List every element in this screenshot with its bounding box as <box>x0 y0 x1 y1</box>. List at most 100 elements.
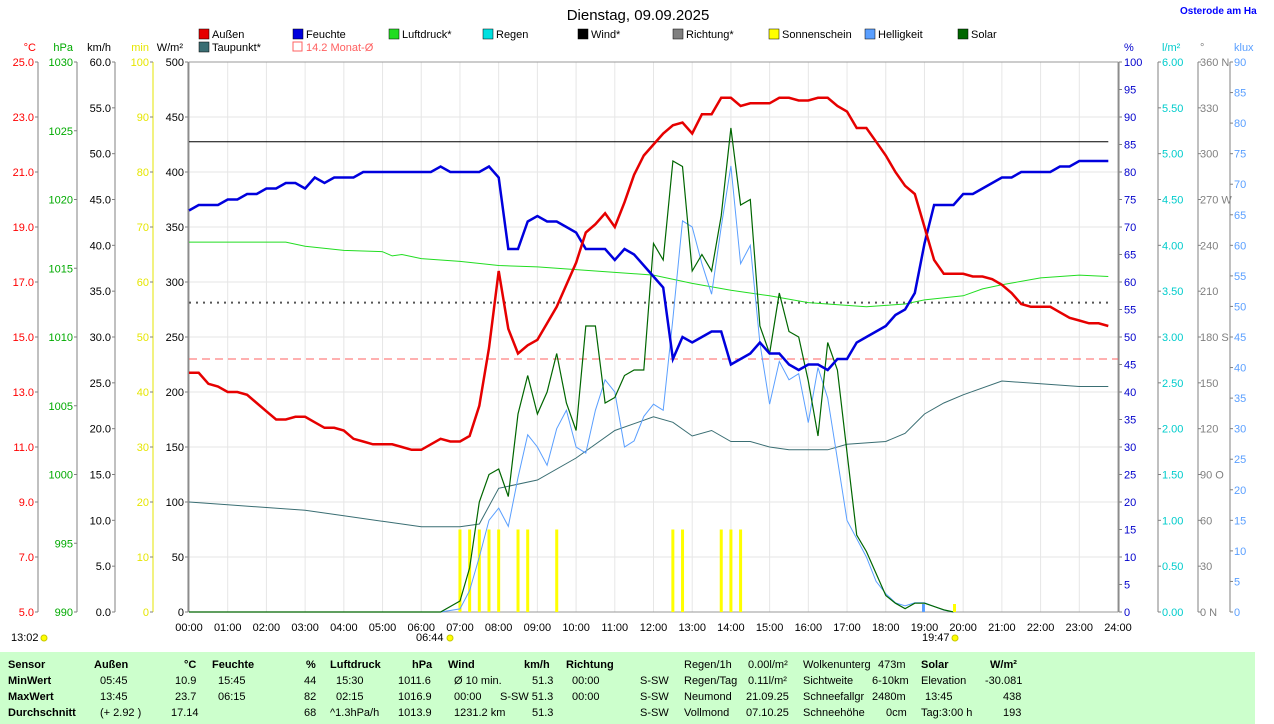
press-tick-label: 1010 <box>49 332 73 344</box>
sun-tick-label: 10 <box>137 552 149 564</box>
lux-tick-label: 80 <box>1234 118 1246 130</box>
legend-swatch <box>292 28 304 40</box>
legend-label: Richtung* <box>686 29 734 41</box>
grid <box>188 61 1119 613</box>
press-tick-label: 995 <box>55 538 73 550</box>
x-tick-label: 07:00 <box>446 622 474 634</box>
wind-axis-unit: km/h <box>87 42 111 54</box>
hum-tick-label: 15 <box>1124 525 1136 537</box>
hum-tick-label: 45 <box>1124 360 1136 372</box>
cell: 473m <box>878 659 906 671</box>
dir-tick-label: 360 N <box>1200 57 1229 69</box>
hum-tick-label: 35 <box>1124 415 1136 427</box>
cell: S-SW <box>640 675 669 687</box>
wind-tick-label: 50.0 <box>90 149 111 161</box>
legend-label: Außen <box>212 29 244 41</box>
cell: 438 <box>1003 691 1022 703</box>
col-feuchte-unit: % <box>306 659 316 671</box>
solar-axis-unit: W/m² <box>157 42 184 54</box>
legend-swatch <box>482 28 494 40</box>
lux-tick-label: 60 <box>1234 240 1246 252</box>
legend-swatch <box>388 28 400 40</box>
row-label-min: MinWert <box>8 675 52 687</box>
lux-tick-label: 10 <box>1234 546 1246 558</box>
legend-label: Feuchte <box>306 29 346 41</box>
x-tick-label: 08:00 <box>485 622 513 634</box>
sun-tick-label: 20 <box>137 497 149 509</box>
solar-tick-label: 350 <box>166 222 184 234</box>
x-tick-label: 22:00 <box>1027 622 1055 634</box>
cell: 1016.9 <box>398 691 432 703</box>
hum-tick-label: 10 <box>1124 552 1136 564</box>
x-tick-label: 04:00 <box>330 622 358 634</box>
cell: 00:00 <box>572 675 600 687</box>
sunshine-bar <box>497 529 501 612</box>
cell: Vollmond <box>684 707 730 719</box>
solar-tick-label: 200 <box>166 387 184 399</box>
temp-tick-label: 21.0 <box>13 167 34 179</box>
cell: Regen/1h <box>684 659 732 671</box>
sun-icon <box>40 634 48 642</box>
cell: 1011.6 <box>398 675 431 687</box>
col-feuchte-header: Feuchte <box>212 659 255 671</box>
dir-tick-label: 180 S <box>1200 332 1229 344</box>
dir-tick-label: 30 <box>1200 561 1212 573</box>
x-tick-label: 02:00 <box>253 622 281 634</box>
chart-title: Dienstag, 09.09.2025 <box>567 7 710 24</box>
sunshine-bar <box>729 529 733 612</box>
location-label: Osterode am Ha <box>1180 6 1257 17</box>
temp-tick-label: 7.0 <box>19 552 34 564</box>
cell: S-SW <box>640 691 669 703</box>
cell: 07.10.25 <box>746 707 789 719</box>
sunshine-bar <box>719 529 723 612</box>
rain-axis-unit: l/m² <box>1162 42 1181 54</box>
annotations: 13:02 06:44 19:47 <box>11 604 959 644</box>
col-luftdruck-header: Luftdruck <box>330 659 381 671</box>
cell: 0.00l/m² <box>748 659 788 671</box>
lux-tick-label: 65 <box>1234 210 1246 222</box>
sunshine-bar <box>555 529 559 612</box>
rain-tick-label: 0.50 <box>1162 561 1183 573</box>
wind-tick-label: 30.0 <box>90 332 111 344</box>
legend-swatch <box>768 28 780 40</box>
cell: 05:45 <box>100 675 128 687</box>
cell: 44 <box>304 675 317 687</box>
x-tick-label: 16:00 <box>795 622 823 634</box>
rain-tick-label: 4.50 <box>1162 195 1183 207</box>
sunshine-bar <box>681 529 685 612</box>
sunrise-label: 06:44 <box>416 632 444 644</box>
hum-tick-label: 80 <box>1124 167 1136 179</box>
x-tick-label: 23:00 <box>1066 622 1094 634</box>
lux-axis-unit: klux <box>1234 42 1254 54</box>
cell: 13:45 <box>100 691 128 703</box>
temp-tick-label: 19.0 <box>13 222 34 234</box>
temp-tick-label: 17.0 <box>13 277 34 289</box>
hum-tick-label: 60 <box>1124 277 1136 289</box>
press-tick-label: 1005 <box>49 401 73 413</box>
cell: Schneehöhe <box>803 707 865 719</box>
solar-tick-label: 250 <box>166 332 184 344</box>
hum-tick-label: 90 <box>1124 112 1136 124</box>
x-tick-label: 13:00 <box>678 622 706 634</box>
dir-tick-label: 150 <box>1200 378 1218 390</box>
cell: Tag:3:00 h <box>921 707 973 719</box>
hum-tick-label: 75 <box>1124 195 1136 207</box>
lux-tick-label: 25 <box>1234 454 1246 466</box>
legend-label: Regen <box>496 29 528 41</box>
sun-tick-label: 100 <box>131 57 149 69</box>
press-tick-label: 1030 <box>49 57 73 69</box>
row-label-max: MaxWert <box>8 691 54 703</box>
row-label-sensor: Sensor <box>8 659 46 671</box>
col-aussen-unit: °C <box>184 659 197 671</box>
cell: 6-10km <box>872 675 909 687</box>
hum-tick-label: 50 <box>1124 332 1136 344</box>
sun-tick-label: 50 <box>137 332 149 344</box>
solar-tick-label: 0 <box>178 607 184 619</box>
x-tick-label: 19:00 <box>911 622 939 634</box>
x-tick-label: 24:00 <box>1104 622 1132 634</box>
cell: 68 <box>304 707 317 719</box>
cell: 23.7 <box>175 691 197 703</box>
rain-tick-label: 1.50 <box>1162 470 1183 482</box>
cell: Wolkenunterg <box>803 659 871 671</box>
x-tick-label: 11:00 <box>601 622 628 634</box>
